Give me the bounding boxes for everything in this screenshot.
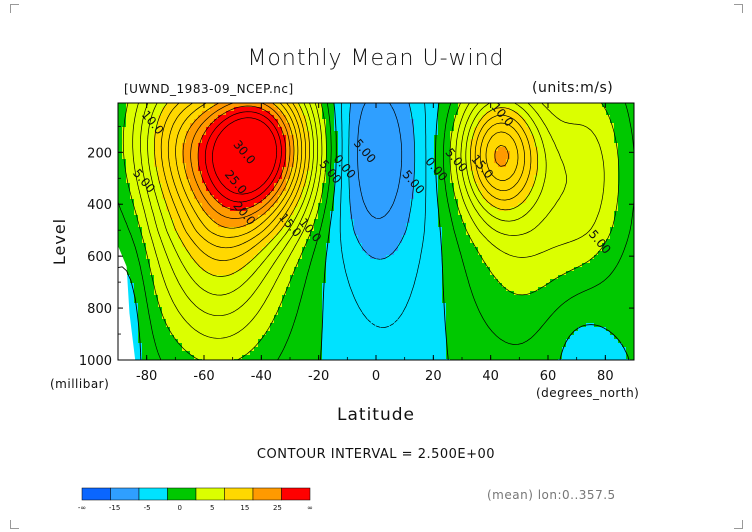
x-tick-label: -60 (193, 369, 214, 384)
x-tick-label: -20 (308, 369, 329, 384)
colorbar-label: -∞ (78, 504, 86, 512)
contour-line (154, 103, 539, 277)
contour-lines (118, 103, 634, 360)
x-tick-label: -80 (136, 369, 157, 384)
crop-mark-bottom-right (734, 520, 743, 529)
colorbar-swatch (167, 487, 197, 501)
y-axis-units: (millibar) (50, 377, 110, 391)
contour-line (339, 103, 427, 328)
y-tick-label: 400 (87, 198, 112, 213)
contour-line (357, 103, 403, 219)
contour-line (197, 105, 287, 211)
x-axis-units: (degrees_north) (536, 386, 640, 400)
contour-line (118, 103, 630, 360)
colorbar-label: -15 (109, 504, 120, 512)
colorbar-label: ∞ (307, 504, 313, 512)
contour-line (348, 103, 416, 260)
x-tick-label: 20 (425, 369, 442, 384)
contour-line (182, 103, 509, 229)
contour-line (167, 103, 525, 249)
crop-mark-top-left (10, 4, 19, 13)
colorbar-swatch (224, 487, 254, 501)
contour-line (118, 103, 634, 360)
chart-title: Monthly Mean U-wind (247, 46, 505, 71)
colorbar-label: 25 (273, 504, 282, 512)
y-axis: 200 400 600 800 1000 (79, 125, 634, 369)
x-axis-label: Latitude (337, 405, 415, 425)
x-tick-label: 40 (482, 369, 499, 384)
averaging-label: (mean) lon:0..357.5 (487, 488, 616, 502)
x-tick-label: 0 (372, 369, 380, 384)
y-tick-label: 800 (87, 302, 112, 317)
contour-line (132, 103, 605, 339)
y-tick-label: 200 (87, 146, 112, 161)
contour-line (147, 103, 547, 296)
x-tick-label: 80 (597, 369, 614, 384)
crop-mark-bottom-left (10, 520, 19, 529)
y-tick-label: 1000 (79, 354, 112, 369)
contour-line (122, 103, 620, 360)
colorbar-swatch (195, 487, 225, 501)
colorbar-label: 0 (177, 504, 181, 512)
contour-line (204, 111, 282, 203)
contour-line (160, 103, 532, 261)
missing-data-mask (118, 245, 136, 360)
contour-line (190, 103, 291, 219)
colorbar-legend: -∞ -15 -5 0 5 15 25 ∞ (78, 487, 313, 512)
y-tick-label: 600 (87, 250, 112, 265)
colorbar-label: 5 (210, 504, 214, 512)
colorbar-label: -5 (144, 504, 151, 512)
wind-field (118, 103, 634, 360)
contour-line (140, 103, 568, 317)
units-label: (units:m/s) (532, 80, 614, 96)
colorbar-label: 15 (240, 504, 249, 512)
colorbar-swatch (81, 487, 111, 501)
dataset-label: [UWND_1983-09_NCEP.nc] (124, 82, 294, 96)
x-tick-label: 60 (540, 369, 557, 384)
x-axis: -80 -60 -40 -20 0 20 40 60 80 (117, 103, 635, 384)
x-tick-label: -40 (251, 369, 272, 384)
colorbar-swatch (281, 487, 311, 501)
colorbar-swatch (138, 487, 168, 501)
contour-interval-label: CONTOUR INTERVAL = 2.500E+00 (256, 447, 496, 462)
contour-line (175, 103, 519, 238)
colorbar-swatch (110, 487, 140, 501)
crop-mark-top-right (734, 4, 743, 13)
colorbar-swatch (252, 487, 282, 501)
contour-line (212, 117, 278, 195)
